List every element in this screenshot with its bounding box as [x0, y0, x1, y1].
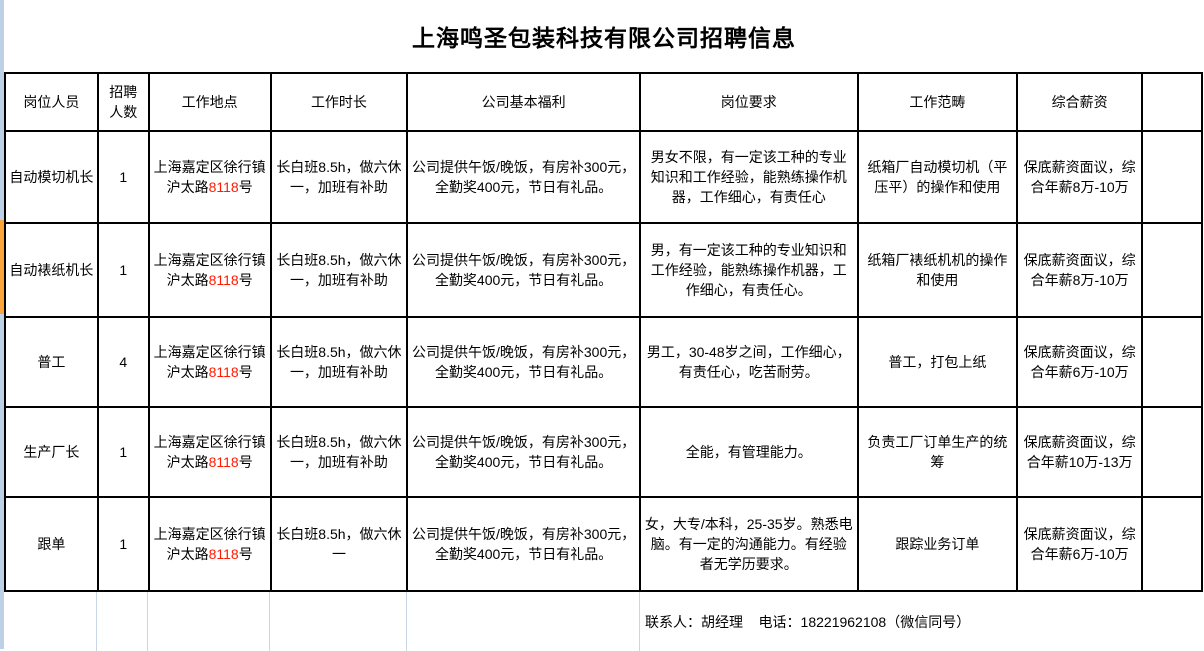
cell-empty — [1143, 318, 1203, 408]
cell-salary: 保底薪资面议，综合年薪6万-10万 — [1018, 318, 1144, 408]
location-text: 上海嘉定区徐行镇沪太路8118号 — [153, 343, 266, 380]
contact-info: 联系人：胡经理 电话：18221962108（微信同号） — [645, 613, 971, 630]
location-number: 8118 — [208, 364, 239, 380]
left-accent-strip — [0, 0, 4, 649]
cell-hours: 长白班8.5h，做六休一 — [271, 498, 409, 592]
cell-position: 自动裱纸机长 — [6, 224, 99, 318]
location-text: 上海嘉定区徐行镇沪太路8118号 — [153, 525, 266, 562]
cell-requirements: 男女不限，有一定该工种的专业知识和工作经验，能熟练操作机器，工作细心，有责任心 — [640, 132, 859, 224]
cell-empty — [1143, 224, 1203, 318]
table-row: 自动模切机长 1 上海嘉定区徐行镇沪太路8118号 长白班8.5h，做六休一，加… — [6, 132, 1203, 224]
cell-location: 上海嘉定区徐行镇沪太路8118号 — [149, 224, 272, 318]
cell-position: 生产厂长 — [6, 408, 99, 498]
cell-empty — [1143, 498, 1203, 592]
cell-location: 上海嘉定区徐行镇沪太路8118号 — [149, 498, 272, 592]
header-empty-cell — [1143, 74, 1203, 132]
footer-empty-cell — [407, 592, 640, 651]
cell-benefits: 公司提供午饭/晚饭，有房补300元，全勤奖400元，节日有礼品。 — [408, 408, 641, 498]
header-requirements: 岗位要求 — [640, 74, 859, 132]
cell-salary: 保底薪资面议，综合年薪8万-10万 — [1018, 224, 1144, 318]
cell-headcount: 1 — [98, 408, 150, 498]
cell-benefits: 公司提供午饭/晚饭，有房补300元，全勤奖400元，节日有礼品。 — [408, 224, 641, 318]
cell-benefits: 公司提供午饭/晚饭，有房补300元，全勤奖400元，节日有礼品。 — [408, 498, 641, 592]
header-headcount-label: 招聘人数 — [109, 83, 138, 120]
table-row: 自动裱纸机长 1 上海嘉定区徐行镇沪太路8118号 长白班8.5h，做六休一，加… — [6, 224, 1203, 318]
table-header-row: 岗位人员 招聘人数 工作地点 工作时长 公司基本福利 岗位要求 工作范畴 综合薪… — [6, 74, 1203, 132]
cell-scope: 纸箱厂裱纸机机的操作和使用 — [858, 224, 1019, 318]
cell-benefits: 公司提供午饭/晚饭，有房补300元，全勤奖400元，节日有礼品。 — [408, 318, 641, 408]
location-text: 上海嘉定区徐行镇沪太路8118号 — [153, 251, 266, 288]
cell-hours: 长白班8.5h，做六休一，加班有补助 — [271, 132, 409, 224]
cell-empty — [1143, 408, 1203, 498]
cell-scope: 纸箱厂自动模切机（平压平）的操作和使用 — [858, 132, 1019, 224]
header-location: 工作地点 — [149, 74, 272, 132]
cell-hours: 长白班8.5h，做六休一，加班有补助 — [271, 224, 409, 318]
title-row: 上海鸣圣包装科技有限公司招聘信息 — [4, 0, 1204, 72]
cell-location: 上海嘉定区徐行镇沪太路8118号 — [149, 132, 272, 224]
cell-headcount: 1 — [98, 498, 150, 592]
header-salary: 综合薪资 — [1018, 74, 1144, 132]
cell-hours: 长白班8.5h，做六休一，加班有补助 — [271, 408, 409, 498]
location-text: 上海嘉定区徐行镇沪太路8118号 — [153, 158, 266, 195]
cell-scope: 跟踪业务订单 — [858, 498, 1019, 592]
cell-empty — [1143, 132, 1203, 224]
cell-position: 跟单 — [6, 498, 99, 592]
table-row: 跟单 1 上海嘉定区徐行镇沪太路8118号 长白班8.5h，做六休一 公司提供午… — [6, 498, 1203, 592]
sheet-content: 上海鸣圣包装科技有限公司招聘信息 岗位人员 招聘人数 工作地点 工作时长 公司基… — [4, 0, 1204, 651]
footer-empty-cell — [4, 592, 97, 651]
cell-requirements: 全能，有管理能力。 — [640, 408, 859, 498]
cell-position: 自动模切机长 — [6, 132, 99, 224]
cell-salary: 保底薪资面议，综合年薪6万-10万 — [1018, 498, 1144, 592]
cell-location: 上海嘉定区徐行镇沪太路8118号 — [149, 318, 272, 408]
footer-empty-cell — [97, 592, 148, 651]
cell-salary: 保底薪资面议，综合年薪10万-13万 — [1018, 408, 1144, 498]
cell-headcount: 4 — [98, 318, 150, 408]
cell-salary: 保底薪资面议，综合年薪8万-10万 — [1018, 132, 1144, 224]
header-benefits: 公司基本福利 — [408, 74, 641, 132]
footer-row: 联系人：胡经理 电话：18221962108（微信同号） — [4, 592, 1203, 651]
left-accent-strip-orange-segment — [0, 220, 4, 314]
location-number: 8118 — [208, 272, 239, 288]
location-number: 8118 — [208, 179, 239, 195]
cell-requirements: 男，有一定该工种的专业知识和工作经验，能熟练操作机器，工作细心，有责任心。 — [640, 224, 859, 318]
cell-position: 普工 — [6, 318, 99, 408]
cell-scope: 负责工厂订单生产的统筹 — [858, 408, 1019, 498]
header-hours: 工作时长 — [271, 74, 409, 132]
table-row: 生产厂长 1 上海嘉定区徐行镇沪太路8118号 长白班8.5h，做六休一，加班有… — [6, 408, 1203, 498]
cell-requirements: 男工，30-48岁之间，工作细心，有责任心，吃苦耐劳。 — [640, 318, 859, 408]
location-text: 上海嘉定区徐行镇沪太路8118号 — [153, 433, 266, 470]
cell-location: 上海嘉定区徐行镇沪太路8118号 — [149, 408, 272, 498]
cell-scope: 普工，打包上纸 — [858, 318, 1019, 408]
header-position: 岗位人员 — [6, 74, 99, 132]
page-title: 上海鸣圣包装科技有限公司招聘信息 — [412, 26, 796, 51]
header-headcount: 招聘人数 — [98, 74, 150, 132]
location-number: 8118 — [208, 454, 239, 470]
cell-headcount: 1 — [98, 224, 150, 318]
header-scope: 工作范畴 — [858, 74, 1019, 132]
cell-hours: 长白班8.5h，做六休一，加班有补助 — [271, 318, 409, 408]
location-number: 8118 — [208, 546, 239, 562]
footer-empty-cell — [148, 592, 270, 651]
cell-benefits: 公司提供午饭/晚饭，有房补300元，全勤奖400元，节日有礼品。 — [408, 132, 641, 224]
cell-requirements: 女，大专/本科，25-35岁。熟悉电脑。有一定的沟通能力。有经验者无学历要求。 — [640, 498, 859, 592]
recruitment-table: 岗位人员 招聘人数 工作地点 工作时长 公司基本福利 岗位要求 工作范畴 综合薪… — [4, 72, 1203, 592]
cell-headcount: 1 — [98, 132, 150, 224]
table-row: 普工 4 上海嘉定区徐行镇沪太路8118号 长白班8.5h，做六休一，加班有补助… — [6, 318, 1203, 408]
footer-empty-cell — [270, 592, 407, 651]
